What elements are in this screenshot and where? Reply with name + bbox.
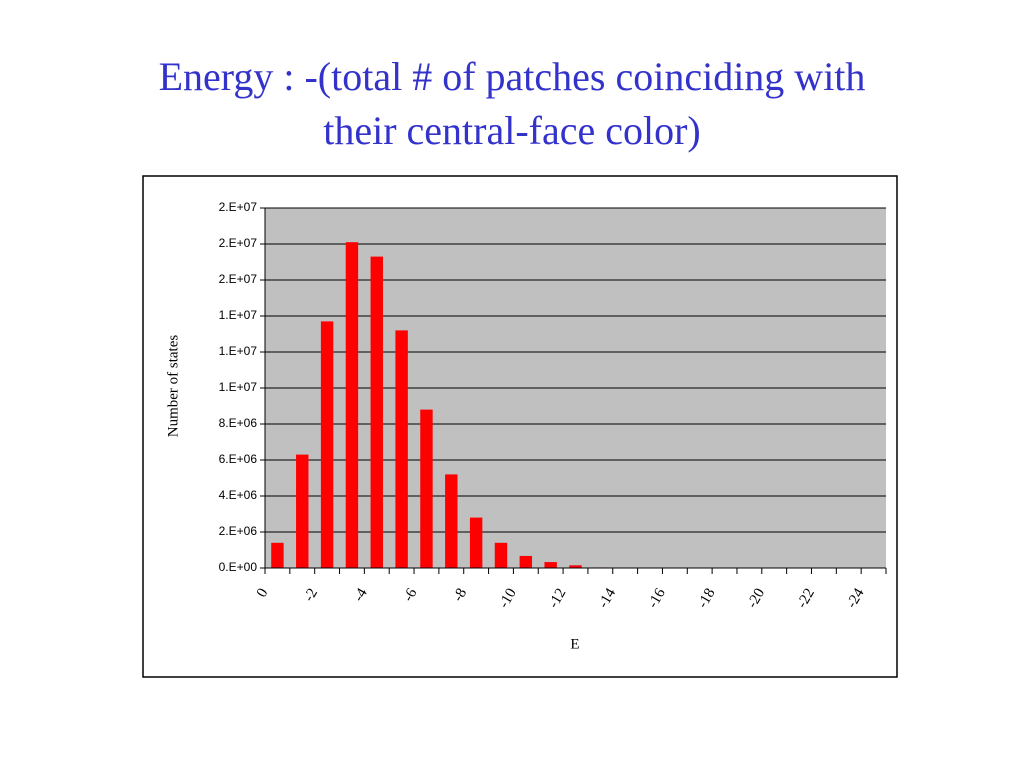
bar — [569, 565, 582, 568]
bar — [544, 562, 557, 568]
y-tick-label: 8.E+06 — [219, 416, 258, 430]
bar — [494, 542, 508, 568]
y-tick-label: 1.E+07 — [219, 344, 258, 358]
y-tick-label: 2.E+07 — [219, 200, 258, 214]
bar — [296, 454, 309, 568]
bar — [420, 409, 433, 568]
x-axis-label: E — [570, 636, 579, 652]
y-tick-label: 2.E+07 — [219, 272, 258, 286]
y-tick-label: 4.E+06 — [219, 488, 258, 502]
bar — [271, 542, 284, 568]
slide-title: Energy : -(total # of patches coinciding… — [0, 50, 1024, 158]
y-tick-label: 2.E+07 — [219, 236, 258, 250]
bar — [395, 330, 408, 568]
y-tick-label: 2.E+06 — [219, 524, 258, 538]
bar — [469, 517, 483, 568]
y-axis-label: Number of states — [165, 335, 181, 438]
title-line: Energy : -(total # of patches coinciding… — [158, 54, 866, 99]
y-tick-label: 0.E+00 — [219, 560, 258, 574]
bar — [320, 321, 334, 568]
title-line: their central-face color) — [323, 108, 701, 153]
bar — [445, 474, 458, 568]
bar — [519, 555, 533, 568]
y-tick-label: 1.E+07 — [219, 308, 258, 322]
bar — [345, 242, 359, 568]
y-tick-label: 1.E+07 — [219, 380, 258, 394]
bar — [370, 256, 383, 568]
y-tick-label: 6.E+06 — [219, 452, 258, 466]
